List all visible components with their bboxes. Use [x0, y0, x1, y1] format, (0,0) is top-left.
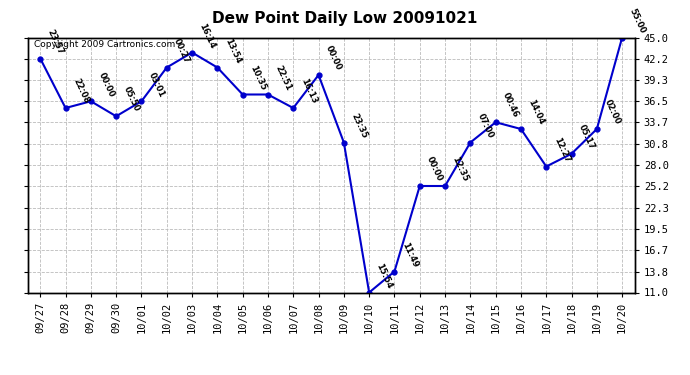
Text: 55:00: 55:00 — [628, 7, 647, 35]
Text: Copyright 2009 Cartronics.com: Copyright 2009 Cartronics.com — [34, 40, 175, 49]
Text: 12:27: 12:27 — [552, 136, 571, 164]
Text: 00:46: 00:46 — [501, 92, 521, 120]
Text: 22:08: 22:08 — [71, 77, 90, 105]
Text: 10:35: 10:35 — [248, 64, 268, 92]
Text: 22:51: 22:51 — [273, 63, 293, 92]
Text: Dew Point Daily Low 20091021: Dew Point Daily Low 20091021 — [213, 11, 477, 26]
Text: 00:00: 00:00 — [97, 71, 116, 99]
Text: 05:50: 05:50 — [121, 86, 141, 114]
Text: 23:35: 23:35 — [349, 112, 369, 140]
Text: 12:35: 12:35 — [451, 155, 470, 183]
Text: 16:13: 16:13 — [299, 77, 318, 105]
Text: 11:49: 11:49 — [400, 241, 420, 269]
Text: 16:14: 16:14 — [197, 21, 217, 50]
Text: 05:17: 05:17 — [577, 123, 597, 151]
Text: 02:00: 02:00 — [602, 98, 622, 126]
Text: 07:00: 07:00 — [476, 112, 495, 140]
Text: 00:00: 00:00 — [425, 156, 444, 183]
Text: 03:01: 03:01 — [147, 70, 166, 99]
Text: 15:54: 15:54 — [375, 261, 394, 290]
Text: 13:54: 13:54 — [223, 37, 242, 65]
Text: 00:00: 00:00 — [324, 45, 344, 72]
Text: 00:27: 00:27 — [172, 37, 192, 65]
Text: 14:04: 14:04 — [526, 98, 546, 126]
Text: 23:57: 23:57 — [46, 28, 66, 56]
